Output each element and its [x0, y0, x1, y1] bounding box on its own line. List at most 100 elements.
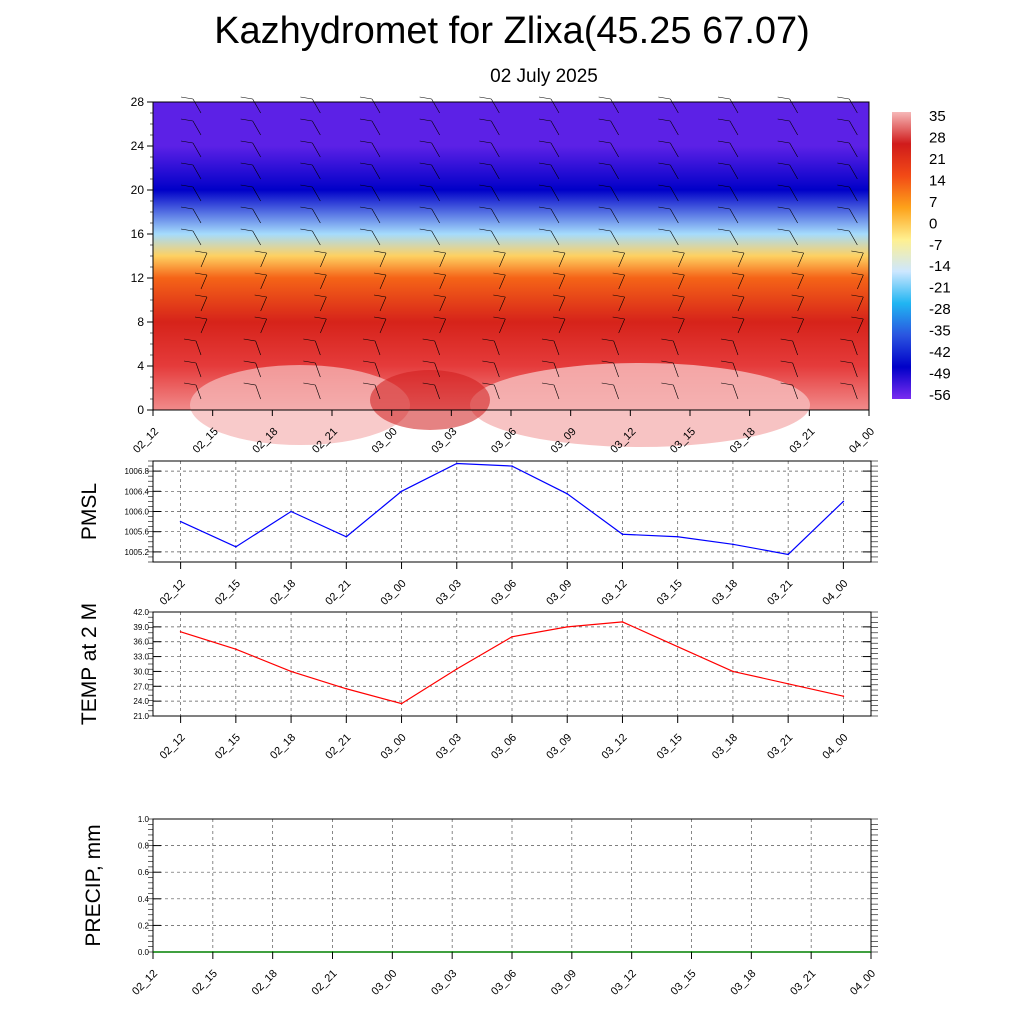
- colorbar-label: 21: [929, 151, 946, 168]
- y-tick-label: 28: [131, 95, 145, 109]
- wind-barb-flag: [552, 272, 566, 276]
- y-tick-label: 8: [137, 315, 144, 329]
- wind-barb-staff: [200, 296, 208, 312]
- y-tick-label: 36.0: [133, 638, 149, 647]
- wind-barb-staff: [260, 296, 267, 312]
- wind-barb-staff: [792, 384, 798, 400]
- wind-barb-flag: [717, 184, 731, 188]
- wind-barb-flag: [851, 294, 864, 298]
- wind-barb-staff: [550, 208, 560, 224]
- wind-barb-flag: [791, 250, 804, 254]
- y-axis-label: TEMP at 2 M: [78, 603, 101, 725]
- wind-barb-flag: [194, 316, 208, 320]
- wind-barb-flag: [359, 206, 373, 210]
- wind-barb-staff: [431, 186, 440, 202]
- y-tick-label: 1005.6: [125, 528, 150, 537]
- wind-barb-staff: [797, 296, 804, 312]
- colorbar-label: 28: [929, 129, 946, 146]
- wind-barb-staff: [192, 98, 202, 114]
- y-tick-label: 42.0: [133, 608, 149, 617]
- wind-barb-staff: [379, 252, 387, 268]
- colorbar-label: -28: [929, 301, 951, 318]
- colorbar: 35 28 21 14 7 0 -7 -14 -21 -28 -35 -42 -49 -56: [892, 108, 951, 404]
- wind-barb-flag: [791, 272, 804, 276]
- wind-barb-staff: [729, 164, 739, 180]
- wind-barb-flag: [180, 228, 194, 232]
- wind-barb-flag: [359, 184, 373, 188]
- wind-barb-flag: [433, 272, 446, 276]
- wind-barb-flag: [373, 316, 387, 320]
- wind-barb-flag: [180, 118, 194, 122]
- wind-barb-staff: [789, 164, 798, 180]
- wind-barb-staff: [670, 230, 679, 246]
- wind-barb-staff: [613, 362, 619, 378]
- wind-barb-staff: [789, 120, 798, 136]
- wind-barb-staff: [431, 142, 440, 158]
- wind-barb-staff: [374, 362, 381, 378]
- x-tick-label: 03_03: [429, 426, 459, 456]
- x-tick-label: 02_15: [190, 968, 220, 998]
- x-tick-label: 02_18: [268, 732, 298, 762]
- wind-barb-flag: [300, 118, 313, 122]
- x-tick-label: 03_12: [599, 732, 629, 762]
- wind-barb-flag: [538, 140, 552, 144]
- wind-barb-staff: [315, 340, 321, 356]
- wind-barb-staff: [431, 230, 440, 246]
- wind-barb-flag: [598, 118, 611, 122]
- wind-barb-staff: [553, 340, 560, 356]
- temperature-field: [153, 102, 869, 410]
- wind-barb-staff: [737, 252, 745, 268]
- wind-barb-flag: [777, 162, 790, 166]
- wind-barb-staff: [195, 384, 202, 400]
- wind-barb-staff: [491, 164, 500, 180]
- x-tick-label: 02_18: [268, 578, 298, 608]
- wind-barb-flag: [661, 382, 674, 386]
- wind-barb-flag: [661, 338, 674, 342]
- data-point: [787, 683, 789, 685]
- wind-barb-staff: [374, 340, 381, 356]
- wind-barb-flag: [359, 140, 373, 144]
- colorbar-gradient: [892, 112, 911, 399]
- x-tick-label: 03_15: [669, 968, 699, 998]
- wind-barb-flag: [541, 360, 555, 364]
- wind-barb-flag: [552, 316, 566, 320]
- wind-barb-flag: [240, 228, 253, 232]
- wind-barb-staff: [374, 384, 381, 400]
- wind-barb-flag: [433, 316, 446, 320]
- x-tick-label: 03_15: [655, 578, 685, 608]
- wind-barb-flag: [780, 360, 793, 364]
- wind-barb-staff: [618, 274, 625, 290]
- wind-barb-flag: [791, 316, 804, 320]
- chart-subtitle: 02 July 2025: [490, 66, 598, 87]
- y-tick-label: 0.8: [138, 842, 150, 851]
- x-tick-label: 03_06: [489, 968, 519, 998]
- wind-barb-flag: [482, 382, 495, 386]
- wind-barb-flag: [433, 250, 446, 254]
- wind-barb-staff: [729, 230, 739, 246]
- x-tick-label: 03_21: [765, 578, 795, 608]
- y-tick-label: 24: [131, 139, 145, 153]
- wind-barb-flag: [837, 228, 850, 232]
- x-tick-label: 02_15: [191, 426, 221, 456]
- wind-barb-staff: [553, 384, 560, 400]
- wind-barb-flag: [837, 162, 850, 166]
- x-tick-label: 03_21: [788, 968, 818, 998]
- wind-barb-staff: [550, 186, 560, 202]
- wind-barb-flag: [479, 118, 492, 122]
- data-point: [621, 533, 624, 536]
- wind-barb-flag: [720, 382, 734, 386]
- wind-barb-flag: [254, 294, 267, 298]
- warm-surface-blob: [470, 363, 810, 447]
- wind-barb-flag: [419, 118, 432, 122]
- wind-barb-staff: [550, 98, 560, 114]
- wind-barb-flag: [538, 96, 552, 100]
- x-tick-label: 03_06: [489, 578, 519, 608]
- wind-barb-staff: [550, 164, 560, 180]
- wind-barb-flag: [180, 162, 194, 166]
- wind-barb-flag: [362, 360, 376, 364]
- wind-barb-flag: [300, 162, 313, 166]
- wind-barb-flag: [479, 228, 492, 232]
- wind-barb-staff: [192, 208, 202, 224]
- wind-barb-staff: [434, 384, 440, 400]
- data-point: [179, 520, 182, 523]
